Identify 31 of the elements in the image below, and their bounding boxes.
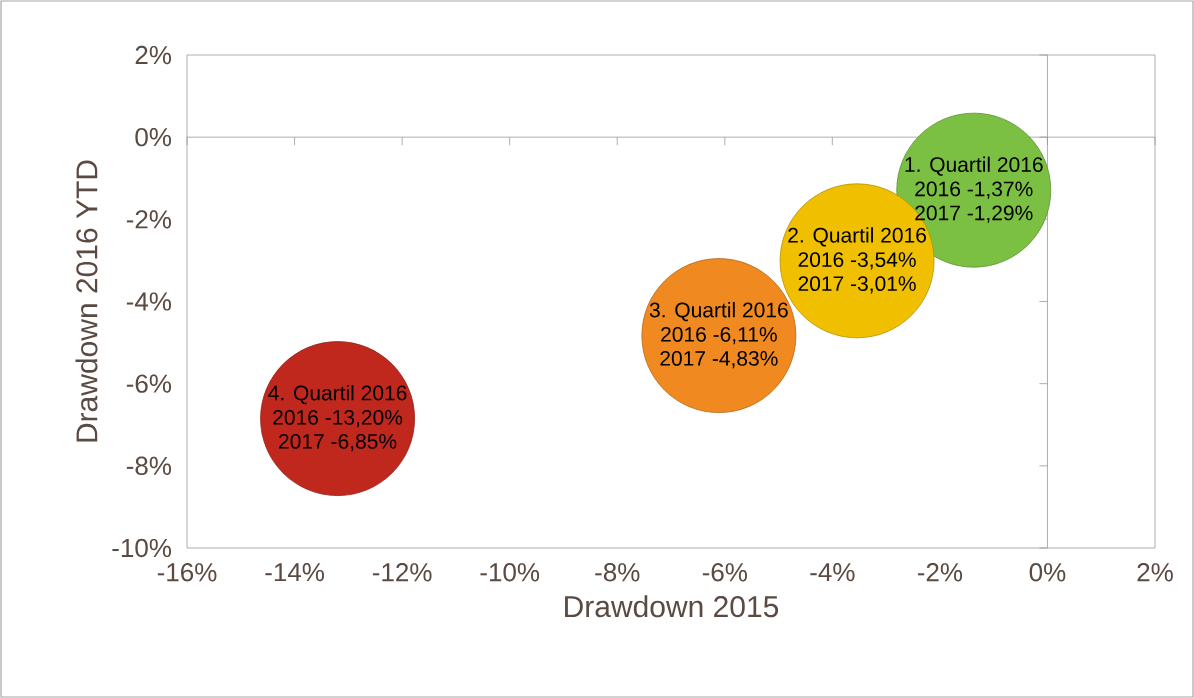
series-label: 4. Quartil 2016 [268,385,407,405]
annotation: 2016 -3,54% [798,252,916,270]
annotation: 2016 -6,11% [661,326,777,345]
x-tick-label: -14% [265,563,324,582]
x-tick-label: 2% [1137,563,1173,582]
y-tick-label: -10% [112,538,172,558]
annotation: 2017 -1,29% [915,205,1033,223]
x-tick-label: -4% [810,563,855,582]
y-tick-label: -6% [126,374,172,393]
y-tick-label: -2% [126,210,172,229]
annotation: 2017 -3,01% [798,276,916,294]
x-tick-label: 0% [1029,563,1066,582]
annotation: 2017 -6,85% [279,433,397,452]
x-tick-label: -2% [917,563,963,582]
annotation: 2016 -13,20% [273,409,403,428]
y-tick-label: 0% [135,127,172,147]
series-label: 1. Quartil 2016 [905,156,1043,176]
x-axis-title: Drawdown 2015 [565,595,779,618]
x-tick-label: -8% [595,563,640,582]
x-tick-label: -6% [702,563,747,582]
annotation: 2016 -1,37% [915,181,1033,199]
y-tick-label: 2% [135,45,172,65]
y-tick-label: -4% [126,292,172,311]
annotation: 2017 -4,83% [660,350,778,369]
x-tick-label: -16% [157,563,217,582]
y-axis-title: Drawdown 2016 YTD [75,160,98,442]
series-label: 2. Quartil 2016 [788,227,926,247]
x-tick-label: -12% [372,563,432,582]
x-tick-label: -10% [480,563,540,582]
series-label: 3. Quartil 2016 [649,302,788,322]
y-tick-label: -8% [126,456,172,476]
